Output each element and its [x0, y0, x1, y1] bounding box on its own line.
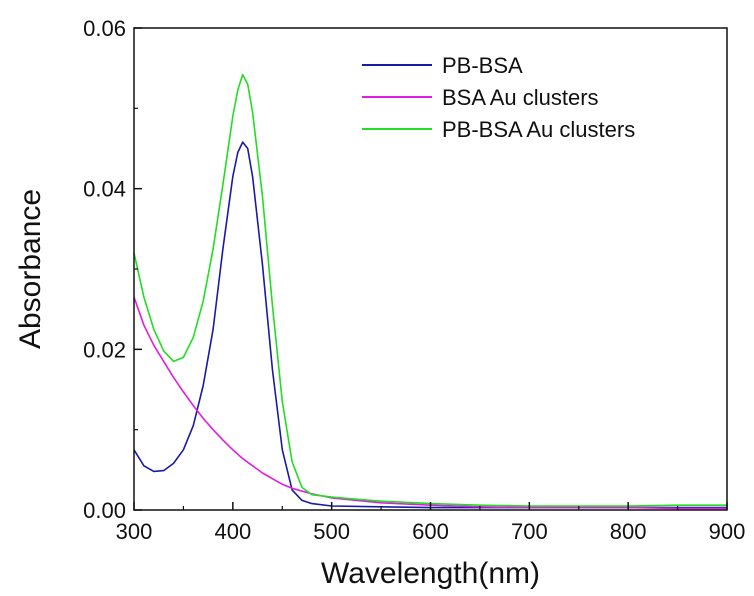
y-axis-title: Absorbance — [14, 189, 47, 349]
x-axis-title: Wavelength(nm) — [321, 557, 540, 590]
x-tick-label: 600 — [412, 519, 449, 544]
x-tick-label: 400 — [214, 519, 251, 544]
y-tick-label: 0.00 — [83, 498, 126, 523]
legend: PB-BSA BSA Au clusters PB-BSA Au clusters — [362, 53, 635, 142]
plot-lines — [133, 73, 727, 510]
series-line-2 — [133, 73, 727, 507]
plot-frame — [133, 27, 728, 511]
x-tick-label: 900 — [709, 519, 746, 544]
y-tick-label: 0.04 — [83, 177, 126, 202]
legend-label: PB-BSA Au clusters — [442, 117, 635, 142]
y-tick-label: 0.02 — [83, 337, 126, 362]
x-tick-label: 300 — [116, 519, 153, 544]
series-line-0 — [133, 141, 727, 509]
series-line-1 — [133, 296, 727, 510]
legend-label: PB-BSA — [442, 53, 523, 78]
x-tick-label: 500 — [313, 519, 350, 544]
x-axis: 300 400 500 600 700 800 900 — [116, 502, 746, 544]
legend-label: BSA Au clusters — [442, 85, 599, 110]
y-axis: 0.00 0.02 0.04 0.06 — [83, 16, 142, 523]
y-tick-label: 0.06 — [83, 16, 126, 41]
x-tick-label: 800 — [610, 519, 647, 544]
x-tick-label: 700 — [511, 519, 548, 544]
